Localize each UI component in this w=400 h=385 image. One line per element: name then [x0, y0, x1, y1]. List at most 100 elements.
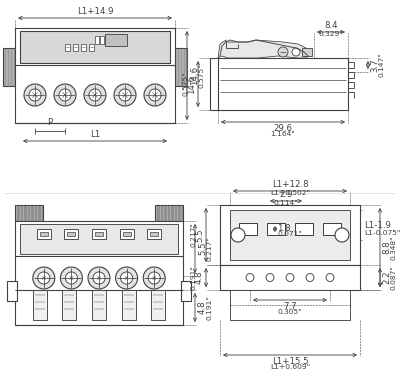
Bar: [147, 229, 161, 239]
Bar: [62, 290, 76, 320]
Bar: [151, 290, 165, 320]
Polygon shape: [218, 40, 310, 58]
Bar: [95, 232, 103, 236]
Text: 7.7: 7.7: [283, 302, 297, 311]
Circle shape: [24, 84, 46, 106]
Text: 0.575": 0.575": [198, 63, 204, 88]
Text: 14.6: 14.6: [187, 74, 196, 94]
Circle shape: [144, 84, 166, 106]
Circle shape: [149, 89, 161, 101]
Text: 0.575": 0.575": [182, 72, 188, 96]
Bar: [105, 34, 127, 46]
Circle shape: [29, 89, 41, 101]
Text: L1+12.8: L1+12.8: [272, 180, 308, 189]
Bar: [15, 28, 175, 123]
Circle shape: [292, 48, 300, 56]
Circle shape: [84, 84, 106, 106]
Text: 8.8: 8.8: [382, 241, 391, 254]
Text: L1+0.502": L1+0.502": [270, 190, 310, 196]
Text: 14.6: 14.6: [190, 66, 199, 85]
Circle shape: [119, 89, 131, 101]
Text: 0.071": 0.071": [277, 231, 302, 237]
Circle shape: [54, 84, 76, 106]
Circle shape: [306, 273, 314, 281]
Text: 2.9: 2.9: [279, 190, 293, 199]
Circle shape: [116, 267, 138, 289]
Bar: [173, 48, 187, 86]
Text: 0.087": 0.087": [390, 265, 396, 290]
Text: L1: L1: [90, 130, 100, 139]
Bar: [89, 44, 94, 51]
Bar: [7, 281, 17, 301]
Bar: [20, 31, 170, 63]
Bar: [73, 44, 78, 51]
Bar: [40, 232, 48, 236]
Bar: [64, 229, 78, 239]
Bar: [230, 290, 350, 320]
Bar: [123, 232, 131, 236]
Text: L1+14.9: L1+14.9: [77, 7, 113, 16]
Circle shape: [326, 273, 334, 281]
Circle shape: [231, 228, 245, 242]
Text: 4.8: 4.8: [195, 271, 204, 284]
Circle shape: [286, 273, 294, 281]
Text: L1-1.9: L1-1.9: [364, 221, 391, 229]
Bar: [37, 229, 51, 239]
Circle shape: [266, 273, 274, 281]
Bar: [302, 48, 312, 56]
Text: 0.191": 0.191": [190, 265, 196, 290]
Bar: [155, 205, 183, 221]
Bar: [3, 48, 17, 86]
Text: L1+0.609": L1+0.609": [270, 364, 310, 370]
Circle shape: [93, 272, 105, 284]
Text: 0.191": 0.191": [206, 295, 212, 320]
Text: 8.4: 8.4: [324, 21, 338, 30]
Circle shape: [59, 89, 71, 101]
Bar: [323, 223, 341, 235]
Circle shape: [88, 267, 110, 289]
Text: 1.8: 1.8: [277, 224, 291, 233]
Bar: [120, 229, 134, 239]
Circle shape: [120, 272, 133, 284]
Bar: [220, 205, 360, 265]
Circle shape: [246, 273, 254, 281]
Text: 0.147": 0.147": [378, 53, 384, 77]
Text: L1-0.075": L1-0.075": [364, 230, 400, 236]
Circle shape: [114, 84, 136, 106]
Circle shape: [65, 272, 78, 284]
Circle shape: [335, 228, 349, 242]
Text: 0.329": 0.329": [319, 31, 343, 37]
Text: 0.114": 0.114": [274, 200, 298, 206]
Bar: [295, 223, 313, 235]
Bar: [33, 290, 47, 320]
Text: 2.2: 2.2: [382, 271, 391, 284]
Circle shape: [60, 267, 82, 289]
Circle shape: [143, 267, 165, 289]
Bar: [230, 210, 350, 260]
Bar: [122, 290, 136, 320]
Bar: [81, 44, 86, 51]
Text: 3.7: 3.7: [370, 58, 379, 72]
Bar: [218, 58, 348, 110]
Circle shape: [33, 267, 55, 289]
Text: 0.217": 0.217": [206, 236, 212, 261]
Text: 5.5: 5.5: [198, 242, 207, 255]
Bar: [95, 36, 99, 44]
Text: 5.5: 5.5: [195, 228, 204, 242]
Circle shape: [278, 47, 288, 57]
Bar: [150, 232, 158, 236]
Bar: [220, 265, 360, 290]
Bar: [92, 229, 106, 239]
Circle shape: [38, 272, 50, 284]
Text: P: P: [48, 118, 52, 127]
Bar: [181, 281, 191, 301]
Circle shape: [148, 272, 160, 284]
Text: 0.305": 0.305": [278, 309, 302, 315]
Text: 1.164": 1.164": [271, 131, 295, 137]
Text: 29.6: 29.6: [274, 124, 292, 133]
Text: 4.8: 4.8: [198, 301, 207, 314]
Bar: [92, 290, 106, 320]
Text: 0.348": 0.348": [390, 235, 396, 260]
Bar: [15, 221, 183, 325]
Text: L1+15.5: L1+15.5: [272, 357, 308, 366]
